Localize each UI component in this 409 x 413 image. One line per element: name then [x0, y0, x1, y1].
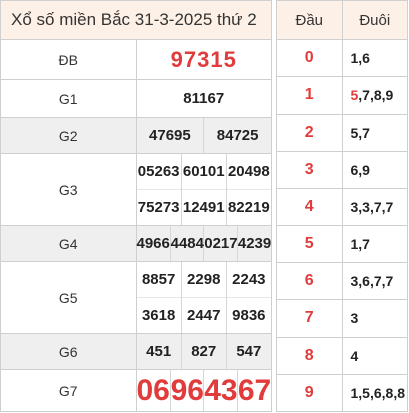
prize-g4-number: 0217 — [203, 226, 238, 261]
loto-tail-value: 3,3,7,7 — [350, 198, 394, 215]
prize-g4-number: 4966 — [136, 226, 171, 261]
loto-tail-value: 3,6,7,7 — [350, 273, 394, 290]
prize-g3-number: 05263 — [137, 163, 180, 180]
prize-label-g5: G5 — [0, 261, 137, 334]
loto-tail-digits: 1,6 — [341, 39, 408, 78]
loto-tail-header: Đuôi — [341, 0, 408, 41]
loto-head-digit: 5 — [276, 225, 343, 264]
prize-g3-grid: 05263 60101 20498 75273 12491 82219 — [136, 154, 271, 225]
prize-g5-number: 2447 — [180, 297, 227, 333]
prize-g6-number: 827 — [180, 334, 227, 369]
loto-head-digit: 7 — [276, 299, 343, 338]
loto-tail-digits: 3,3,7,7 — [341, 187, 408, 227]
prize-label-g1: G1 — [0, 79, 137, 118]
prize-g6-grid: 451 827 547 — [136, 334, 271, 369]
prize-g5-grid: 8857 2298 2243 3618 2447 9836 — [136, 262, 271, 333]
prize-g3-number: 60101 — [180, 154, 227, 190]
prize-g4-grid: 4966 4484 0217 4239 — [136, 226, 271, 261]
prize-g7-number: 96 — [169, 370, 204, 411]
loto-tail-digits: 4 — [341, 336, 408, 375]
prize-g5-number: 8857 — [141, 271, 176, 288]
loto-tail-value: 1,5,6,8,8 — [350, 384, 406, 401]
loto-tail-digits: 3,6,7,7 — [341, 262, 408, 301]
prize-label-g7: G7 — [0, 369, 137, 412]
prize-g7-number: 67 — [236, 370, 271, 411]
prize-label-g6: G6 — [0, 333, 137, 370]
loto-tail-value: 4 — [350, 347, 359, 364]
loto-tail-digits: 5,7 — [341, 113, 408, 152]
loto-tail-value: 6,9 — [350, 161, 370, 178]
prize-g3-number: 75273 — [136, 189, 182, 225]
loto-tail-digits: 6,9 — [341, 150, 408, 189]
loto-head-digit: 8 — [276, 336, 343, 375]
loto-head-header: Đầu — [276, 0, 343, 41]
loto-tail-digits: 1,7 — [341, 225, 408, 264]
loto-tail-value: 5,7 — [350, 124, 370, 141]
loto-tail-value: 3 — [350, 310, 359, 327]
prize-g7-number: 06 — [136, 373, 170, 407]
prize-g3-number: 12491 — [180, 189, 227, 225]
prize-g5-number: 9836 — [225, 297, 271, 333]
prize-label-g3: G3 — [0, 153, 137, 226]
prize-label-g2: G2 — [0, 117, 137, 154]
prize-g3-number: 82219 — [225, 189, 271, 225]
loto-tail-digits: 3 — [341, 299, 408, 338]
prize-g3-number: 20498 — [225, 154, 271, 190]
loto-head-digit: 6 — [276, 262, 343, 301]
results-title: Xổ số miền Bắc 31-3-2025 thứ 2 — [0, 0, 272, 40]
loto-head-digit: 1 — [276, 76, 343, 115]
loto-tail-highlight: 5 — [350, 87, 359, 104]
prize-g7-grid: 06 96 43 67 — [136, 370, 271, 411]
prize-g7-number: 43 — [203, 370, 238, 411]
loto-head-digit: 4 — [276, 187, 343, 227]
prize-db-number: 97315 — [135, 39, 272, 80]
loto-head-digit: 0 — [276, 39, 343, 78]
prize-g2-number: 47695 — [136, 118, 204, 153]
prize-g5-number: 3618 — [136, 297, 182, 333]
prize-label-db: ĐB — [0, 39, 137, 80]
prize-g4-number: 4239 — [236, 226, 271, 261]
prize-g5-number: 2243 — [225, 262, 271, 298]
prize-label-g4: G4 — [0, 225, 137, 262]
loto-tail-value: 1,7 — [350, 236, 370, 253]
loto-tail-digits: 1,5,6,8,8 — [341, 373, 408, 413]
prize-g6-number: 451 — [136, 334, 182, 369]
loto-head-digit: 2 — [276, 113, 343, 152]
loto-head-digit: 9 — [276, 373, 343, 413]
prize-g4-number: 4484 — [169, 226, 204, 261]
prize-g1-number: 81167 — [135, 79, 272, 118]
loto-tail-value: ,7,8,9 — [358, 87, 394, 104]
loto-tail-digits: 5,7,8,9 — [341, 76, 408, 115]
results-table: Xổ số miền Bắc 31-3-2025 thứ 2 ĐB 97315 … — [0, 0, 272, 412]
prize-g6-number: 547 — [225, 334, 271, 369]
prize-g5-number: 2298 — [180, 262, 227, 298]
prize-g2-grid: 47695 84725 — [136, 118, 271, 153]
loto-tail-value: 1,6 — [350, 50, 370, 67]
loto-head-digit: 3 — [276, 150, 343, 189]
loto-head-tail-table: Đầu Đuôi 0 1,6 1 5,7,8,9 2 5,7 3 6,9 4 3… — [276, 0, 408, 413]
prize-g2-number: 84725 — [203, 118, 271, 153]
